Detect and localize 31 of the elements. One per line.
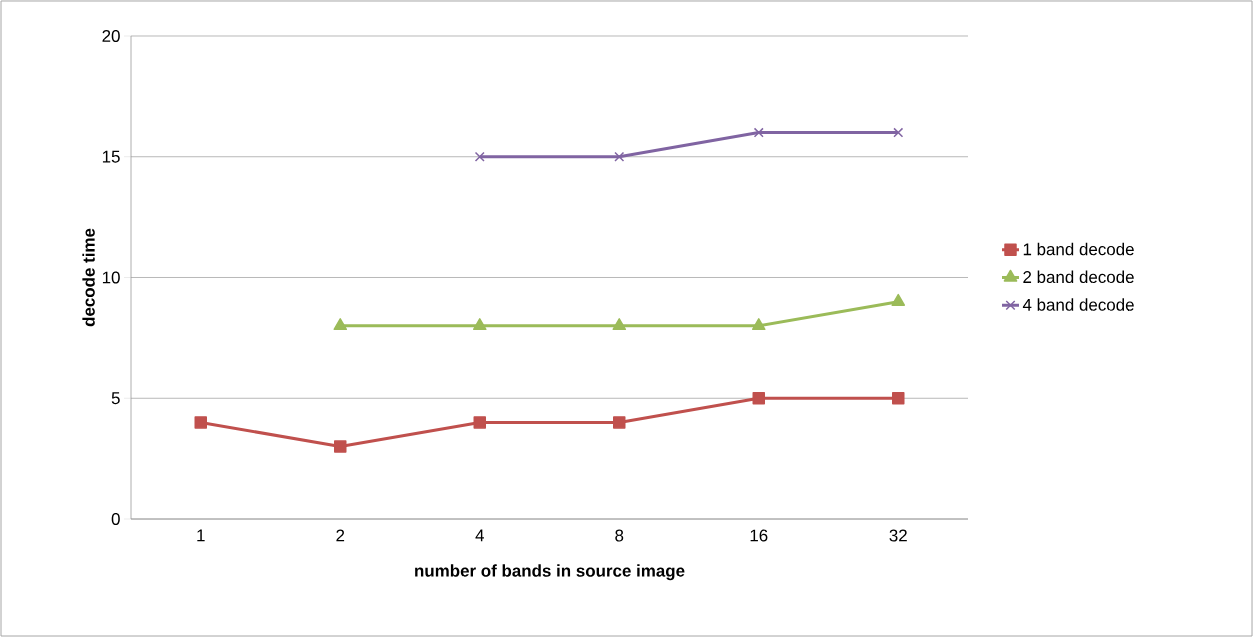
x-tick-label: 8 (615, 529, 624, 542)
legend-label: 4 band decode (1022, 298, 1134, 311)
x-tick-label: 4 (475, 529, 484, 542)
legend-label: 2 band decode (1023, 270, 1134, 284)
point (893, 127, 904, 138)
x-tick-label: 1 (197, 529, 205, 542)
point (751, 318, 766, 331)
y-tick-label: 15 (102, 150, 120, 163)
point (753, 127, 764, 138)
x-tick-label: 16 (750, 529, 768, 542)
y-axis-title: decode time (82, 228, 95, 327)
y-tick-label: 5 (111, 392, 120, 405)
point (473, 416, 486, 429)
legend-label: 1 band decode (1023, 242, 1134, 256)
point (472, 318, 487, 331)
x-tick-label: 32 (889, 529, 907, 542)
point (613, 416, 626, 429)
point (892, 392, 905, 405)
y-tick-label: 20 (102, 30, 120, 42)
point (752, 392, 765, 405)
point (334, 440, 347, 453)
point (612, 318, 627, 331)
y-tick-label: 0 (111, 513, 120, 525)
point (333, 318, 348, 331)
point (194, 416, 207, 429)
x-axis-title: number of bands in source image (415, 564, 685, 581)
point (474, 151, 485, 162)
x-tick-label: 2 (336, 529, 345, 542)
y-tick-label: 10 (102, 271, 120, 284)
point (891, 293, 906, 306)
point (614, 151, 625, 162)
